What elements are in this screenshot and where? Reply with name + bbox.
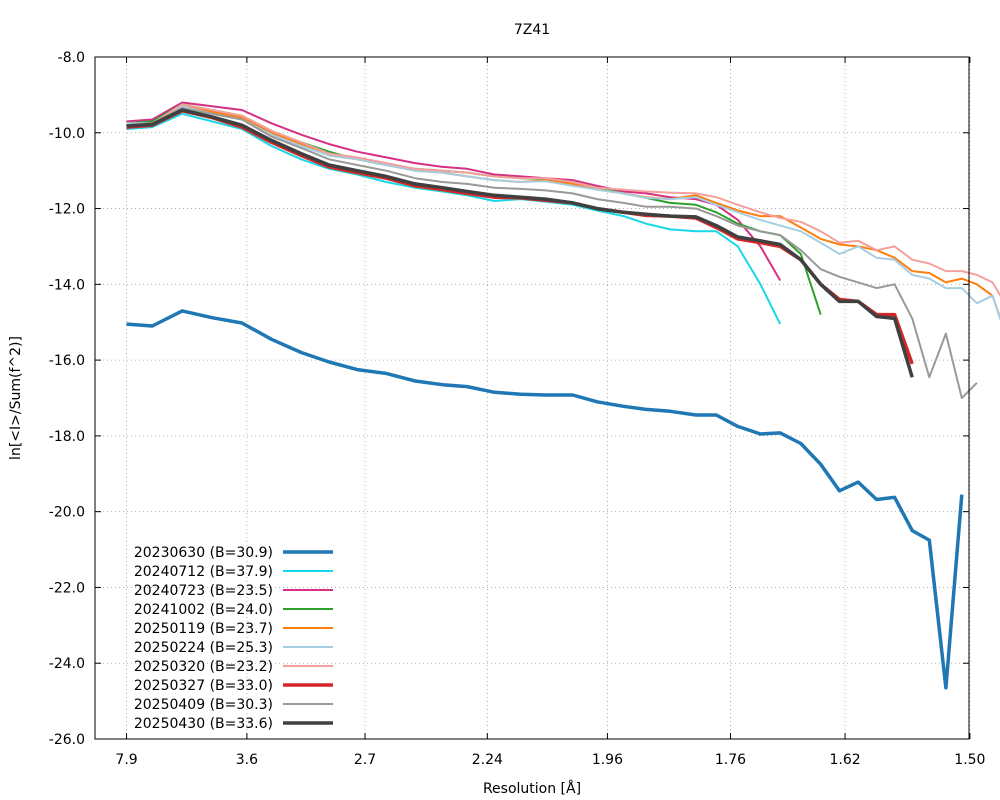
x-tick-label: 2.24 xyxy=(472,752,503,768)
legend-label: 20250409 (B=30.3) xyxy=(134,697,273,713)
y-tick-label: -18.0 xyxy=(49,429,85,445)
y-tick-label: -10.0 xyxy=(49,126,85,142)
x-axis-label: Resolution [Å] xyxy=(483,780,581,797)
y-tick-label: -12.0 xyxy=(49,202,85,218)
series-line-20250224 xyxy=(126,105,1000,322)
legend: 20230630 (B=30.9) 20240712 (B=37.9) 202407… xyxy=(134,545,333,732)
x-tick-label: 3.6 xyxy=(236,752,258,768)
x-tick-label: 1.62 xyxy=(829,752,860,768)
x-tick-label: 2.7 xyxy=(354,752,376,768)
x-tick-label: 1.76 xyxy=(715,752,746,768)
legend-label: 20250327 (B=33.0) xyxy=(134,678,273,694)
series-line-20240723 xyxy=(126,101,782,282)
legend-label: 20250320 (B=23.2) xyxy=(134,659,273,675)
plot-frame xyxy=(94,56,970,740)
series-line-20230630 xyxy=(126,309,964,690)
series-line-20250430 xyxy=(126,108,914,378)
y-tick-label: -16.0 xyxy=(49,353,85,369)
chart-title: 7Z41 xyxy=(514,22,550,38)
series-line-20250409 xyxy=(126,107,978,399)
legend-label: 20250119 (B=23.7) xyxy=(134,621,273,637)
x-tick-label: 1.96 xyxy=(592,752,623,768)
grid xyxy=(95,56,971,740)
series-line-20250320 xyxy=(126,103,1000,297)
y-tick-label: -22.0 xyxy=(49,580,85,596)
legend-label: 20240712 (B=37.9) xyxy=(134,564,273,580)
y-tick-label: -8.0 xyxy=(58,50,85,66)
y-axis-label: ln[<I>/Sum(f^2)] xyxy=(8,336,24,460)
y-axis: -8.0 -10.0 -12.0 -14.0 -16.0 -18.0 -20.0 -22.0 -… xyxy=(49,50,969,748)
legend-label: 20240723 (B=23.5) xyxy=(134,583,273,599)
x-tick-label: 1.50 xyxy=(954,752,985,768)
legend-label: 20250430 (B=33.6) xyxy=(134,716,273,732)
x-axis: 7.9 3.6 2.7 2.24 1.96 1.76 1.62 1.50 xyxy=(115,57,985,768)
legend-label: 20230630 (B=30.9) xyxy=(134,545,273,561)
x-tick-label: 7.9 xyxy=(115,752,137,768)
y-tick-label: -20.0 xyxy=(49,505,85,521)
legend-label: 20250224 (B=25.3) xyxy=(134,640,273,656)
series-line-20240712 xyxy=(126,112,782,325)
plot-lines xyxy=(126,101,1000,690)
y-tick-label: -26.0 xyxy=(49,732,85,748)
y-tick-label: -14.0 xyxy=(49,277,85,293)
legend-label: 20241002 (B=24.0) xyxy=(134,602,273,618)
y-tick-label: -24.0 xyxy=(49,656,85,672)
